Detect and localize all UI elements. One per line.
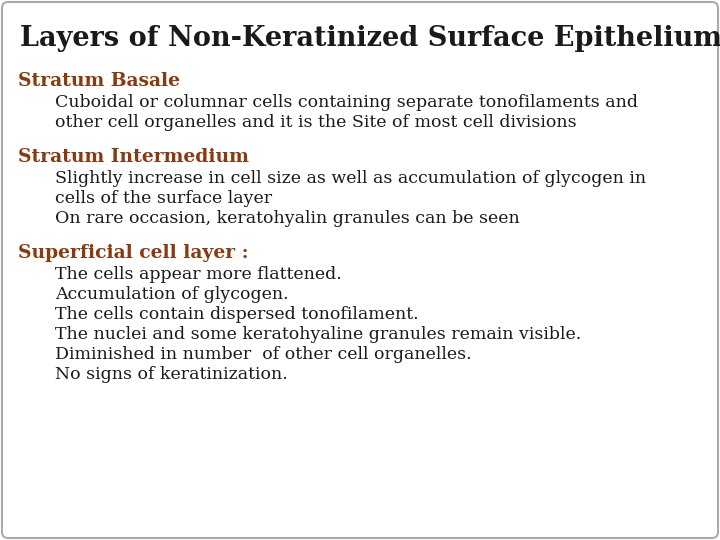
Text: Slightly increase in cell size as well as accumulation of glycogen in: Slightly increase in cell size as well a…	[55, 170, 646, 187]
Text: cells of the surface layer: cells of the surface layer	[55, 190, 272, 207]
Text: No signs of keratinization.: No signs of keratinization.	[55, 366, 288, 383]
Text: Stratum Basale: Stratum Basale	[18, 72, 180, 90]
Text: On rare occasion, keratohyalin granules can be seen: On rare occasion, keratohyalin granules …	[55, 210, 520, 227]
Text: The cells contain dispersed tonofilament.: The cells contain dispersed tonofilament…	[55, 306, 418, 323]
Text: Cuboidal or columnar cells containing separate tonofilaments and: Cuboidal or columnar cells containing se…	[55, 94, 638, 111]
Text: other cell organelles and it is the Site of most cell divisions: other cell organelles and it is the Site…	[55, 114, 577, 131]
Text: Accumulation of glycogen.: Accumulation of glycogen.	[55, 286, 289, 303]
Text: The cells appear more flattened.: The cells appear more flattened.	[55, 266, 342, 283]
Text: Superficial cell layer :: Superficial cell layer :	[18, 244, 248, 262]
Text: Diminished in number  of other cell organelles.: Diminished in number of other cell organ…	[55, 346, 472, 363]
Text: Stratum Intermedium: Stratum Intermedium	[18, 148, 249, 166]
Text: The nuclei and some keratohyaline granules remain visible.: The nuclei and some keratohyaline granul…	[55, 326, 581, 343]
Text: Layers of Non-Keratinized Surface Epithelium: Layers of Non-Keratinized Surface Epithe…	[20, 25, 720, 52]
